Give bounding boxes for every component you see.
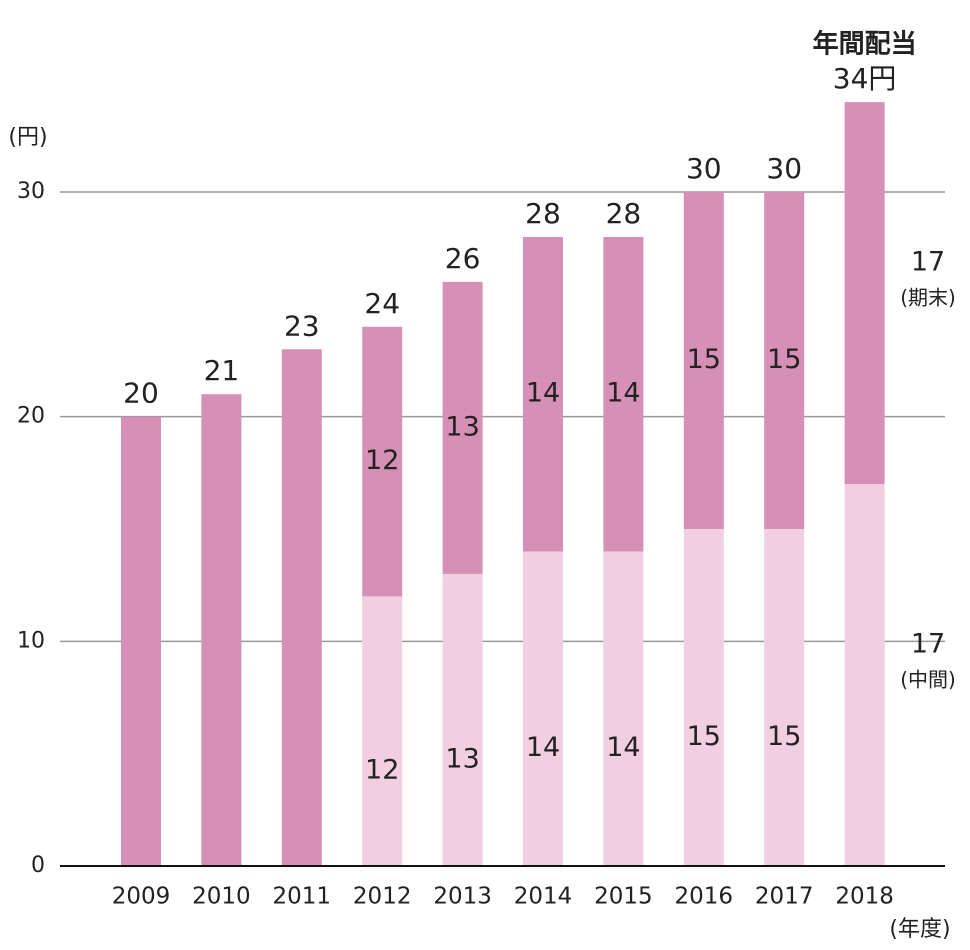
bar-segment [764,192,805,529]
bar-segment [683,529,724,866]
bar-segment [362,326,403,597]
segment-label: 12 [365,755,399,786]
segment-label: 14 [606,732,640,763]
x-tick-label: 2018 [835,884,894,910]
x-tick-label: 2013 [433,884,492,910]
x-axis-label: (年度) [889,917,950,942]
total-label: 26 [445,242,481,275]
bar-segment [121,416,161,866]
bar-segment [844,484,885,866]
x-tick-label: 2009 [112,884,171,910]
segment-label: 15 [687,721,721,752]
segment-label: 12 [365,445,399,476]
x-tick-label: 2010 [192,884,251,910]
bar-segment [362,596,403,866]
y-axis-label: (円) [8,125,47,150]
bar-segment [442,281,483,574]
bar-segment [603,236,644,552]
total-label: 34円 [833,62,897,95]
annotation: 年間配当 [813,29,917,60]
bar-segment [603,551,644,866]
y-tick-label: 0 [31,853,45,878]
y-tick-label: 20 [17,404,45,429]
y-tick-label: 10 [17,628,45,653]
total-label: 24 [364,287,400,320]
bar-segment [844,102,885,485]
bar-segment [764,529,805,866]
segment-label: 13 [445,743,479,774]
bar-segment [201,394,242,866]
x-tick-label: 2016 [675,884,734,910]
segment-label: 15 [687,344,721,375]
bar-segment [281,349,322,866]
bar-segment [442,573,483,866]
segment-label: 15 [767,344,801,375]
total-label: 28 [606,197,642,230]
segment-label: 14 [606,378,640,409]
y-tick-label: 30 [17,179,45,204]
series-name: (期末) [900,286,956,310]
segment-label: 14 [526,378,560,409]
bar-segment [523,236,563,552]
bar-segment [683,192,724,529]
x-tick-label: 2017 [755,884,814,910]
series-name: (中間) [900,668,956,692]
segment-label: 14 [526,732,560,763]
total-label: 20 [123,377,159,410]
segment-label: 17 [911,247,945,278]
x-tick-label: 2012 [353,884,412,910]
segment-label: 17 [911,629,945,660]
x-tick-label: 2011 [273,884,332,910]
total-label: 23 [284,309,320,342]
x-tick-label: 2015 [594,884,653,910]
bar-segment [523,551,563,866]
x-tick-label: 2014 [514,884,573,910]
total-label: 30 [766,152,802,185]
total-label: 21 [204,354,240,387]
segment-label: 13 [445,411,479,442]
segment-label: 15 [767,721,801,752]
total-label: 28 [525,197,561,230]
total-label: 30 [686,152,722,185]
